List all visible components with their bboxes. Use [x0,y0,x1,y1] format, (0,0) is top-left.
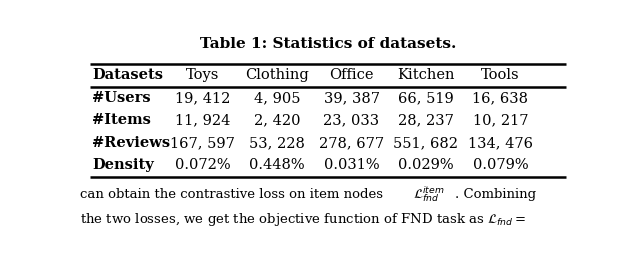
Text: 551, 682: 551, 682 [394,136,458,150]
Text: Datasets: Datasets [92,68,163,82]
Text: 0.072%: 0.072% [175,158,230,172]
Text: #Users: #Users [92,91,151,105]
Text: Density: Density [92,158,154,172]
Text: 0.448%: 0.448% [250,158,305,172]
Text: Table 1: Statistics of datasets.: Table 1: Statistics of datasets. [200,37,456,51]
Text: 167, 597: 167, 597 [170,136,235,150]
Text: 10, 217: 10, 217 [472,113,528,127]
Text: 28, 237: 28, 237 [398,113,454,127]
Text: 0.029%: 0.029% [398,158,454,172]
Text: #Reviews: #Reviews [92,136,170,150]
Text: 16, 638: 16, 638 [472,91,529,105]
Text: 0.079%: 0.079% [472,158,528,172]
Text: Toys: Toys [186,68,220,82]
Text: 23, 033: 23, 033 [323,113,380,127]
Text: . Combining: . Combining [456,188,536,201]
Text: can obtain the contrastive loss on item nodes: can obtain the contrastive loss on item … [80,188,387,201]
Text: $\mathcal{L}_{fnd}^{item}$: $\mathcal{L}_{fnd}^{item}$ [413,185,445,204]
Text: 134, 476: 134, 476 [468,136,533,150]
Text: Kitchen: Kitchen [397,68,454,82]
Text: 66, 519: 66, 519 [398,91,454,105]
Text: 19, 412: 19, 412 [175,91,230,105]
Text: 2, 420: 2, 420 [254,113,300,127]
Text: 4, 905: 4, 905 [254,91,300,105]
Text: 278, 677: 278, 677 [319,136,384,150]
Text: 0.031%: 0.031% [324,158,380,172]
Text: the two losses, we get the objective function of FND task as $\mathcal{L}_{fnd}=: the two losses, we get the objective fun… [80,211,526,228]
Text: Tools: Tools [481,68,520,82]
Text: Clothing: Clothing [245,68,309,82]
Text: 11, 924: 11, 924 [175,113,230,127]
Text: Office: Office [330,68,374,82]
Text: 39, 387: 39, 387 [324,91,380,105]
Text: 53, 228: 53, 228 [249,136,305,150]
Text: #Items: #Items [92,113,151,127]
